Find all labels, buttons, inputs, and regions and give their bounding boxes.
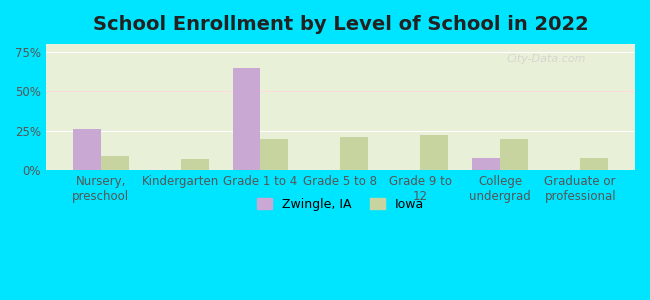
- Bar: [73, 129, 101, 170]
- Bar: [261, 139, 289, 170]
- Title: School Enrollment by Level of School in 2022: School Enrollment by Level of School in …: [92, 15, 588, 34]
- Bar: [341, 137, 369, 170]
- Bar: [500, 139, 528, 170]
- Bar: [233, 68, 261, 170]
- Text: City-Data.com: City-Data.com: [507, 54, 586, 64]
- Bar: [473, 158, 501, 170]
- Bar: [580, 158, 608, 170]
- Legend: Zwingle, IA, Iowa: Zwingle, IA, Iowa: [250, 191, 430, 217]
- Bar: [101, 156, 129, 170]
- Bar: [181, 159, 209, 170]
- Bar: [421, 136, 448, 170]
